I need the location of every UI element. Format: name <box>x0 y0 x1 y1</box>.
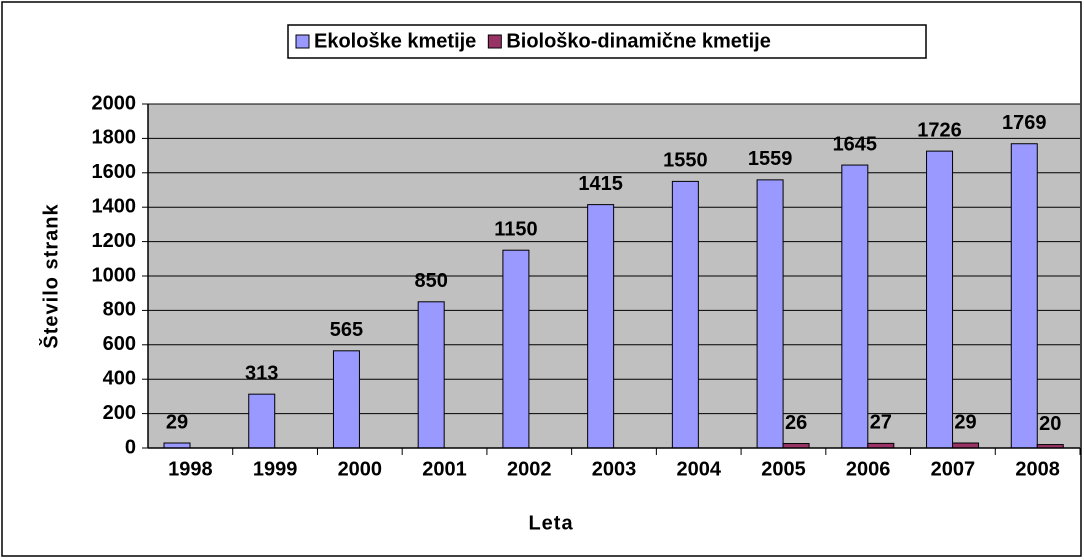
bar <box>248 393 276 449</box>
x-tick-label: 2000 <box>338 458 383 480</box>
x-tick-label: 2002 <box>507 458 552 480</box>
x-axis-label: Leta <box>528 512 573 534</box>
y-tick-label: 1200 <box>92 230 137 252</box>
bar <box>841 164 869 449</box>
x-tick-label: 2005 <box>761 458 806 480</box>
data-label: 1559 <box>748 148 793 170</box>
bar <box>926 150 954 449</box>
y-tick-label: 400 <box>103 367 136 389</box>
data-label: 27 <box>870 412 892 434</box>
bar <box>1010 143 1038 449</box>
legend-label: Biološko-dinamične kmetije <box>506 30 771 52</box>
legend-label: Ekološke kmetije <box>314 30 476 52</box>
bar <box>417 301 445 449</box>
y-tick-label: 1800 <box>92 127 137 149</box>
y-tick-label: 1400 <box>92 195 137 217</box>
x-tick-label: 2003 <box>592 458 637 480</box>
x-tick-label: 2007 <box>931 458 976 480</box>
data-label: 1150 <box>494 218 537 240</box>
data-label: 1726 <box>917 119 962 141</box>
data-label: 565 <box>330 319 363 341</box>
data-label: 1769 <box>1002 112 1047 134</box>
bar <box>587 204 615 449</box>
y-tick-label: 1600 <box>92 161 137 183</box>
legend-swatch <box>295 34 310 49</box>
y-tick-label: 200 <box>103 402 136 424</box>
data-label: 26 <box>785 412 807 434</box>
y-tick-label: 1000 <box>92 264 137 286</box>
legend <box>287 24 927 59</box>
y-axis-label: Število strank <box>38 203 62 348</box>
x-tick-label: 2004 <box>676 458 721 480</box>
x-tick-label: 2006 <box>846 458 891 480</box>
bar <box>502 249 530 449</box>
data-label: 1415 <box>578 173 623 195</box>
y-tick-label: 0 <box>125 436 136 458</box>
data-label: 20 <box>1039 413 1061 435</box>
data-label: 1645 <box>833 133 878 155</box>
data-label: 1550 <box>663 150 708 172</box>
x-tick-label: 1998 <box>168 458 213 480</box>
x-tick-label: 1999 <box>253 458 298 480</box>
bar <box>671 180 699 449</box>
x-tick-label: 2008 <box>1015 458 1060 480</box>
bar <box>756 179 784 449</box>
bar <box>332 350 360 449</box>
x-tick-label: 2001 <box>422 458 467 480</box>
y-tick-label: 2000 <box>92 92 137 114</box>
data-label: 313 <box>245 362 278 384</box>
legend-swatch <box>487 34 502 49</box>
y-tick-label: 600 <box>103 333 136 355</box>
y-tick-label: 800 <box>103 299 136 321</box>
data-label: 29 <box>166 411 188 433</box>
data-label: 850 <box>414 270 447 292</box>
data-label: 29 <box>954 411 976 433</box>
